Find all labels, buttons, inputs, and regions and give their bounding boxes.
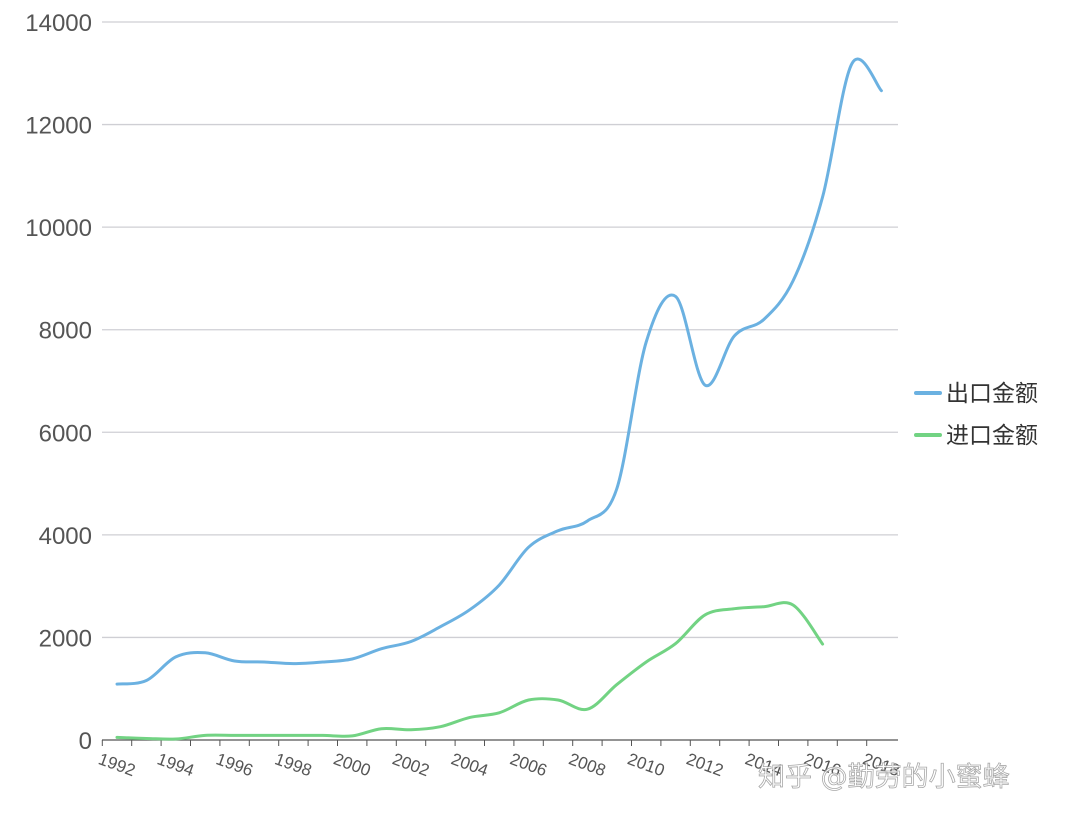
legend-label-2: 进口金额	[946, 423, 1038, 449]
x-tick-label: 2010	[625, 749, 667, 780]
series-line-1	[115, 57, 883, 686]
y-tick-label: 12000	[25, 113, 92, 140]
y-tick-label: 10000	[25, 215, 92, 242]
gridlines	[102, 21, 898, 639]
series-lines	[115, 57, 883, 741]
watermark: 知乎 @勤劳的小蜜蜂	[758, 762, 1010, 793]
x-tick-label: 1996	[213, 749, 255, 780]
x-tick-label: 2008	[566, 749, 608, 780]
x-tick-label: 1994	[155, 749, 197, 780]
x-tick-label: 1992	[96, 749, 138, 780]
legend-label-1: 出口金额	[946, 381, 1038, 407]
y-tick-label: 2000	[39, 625, 92, 652]
y-axis: 0 2000 4000 6000 8000 10000 12000 14000	[25, 10, 92, 755]
y-tick-label: 14000	[25, 10, 92, 37]
x-tick-label: 2006	[507, 749, 549, 780]
y-tick-label: 6000	[39, 420, 92, 447]
x-tick-label: 1998	[272, 749, 314, 780]
y-tick-label: 0	[79, 728, 92, 755]
x-tick-label: 2012	[684, 749, 726, 780]
x-tick-label: 2004	[449, 749, 491, 780]
x-tick-label: 2000	[331, 749, 373, 780]
y-tick-label: 4000	[39, 523, 92, 550]
y-tick-label: 8000	[39, 318, 92, 345]
series-line-2	[115, 601, 825, 741]
x-tick-label: 2002	[390, 749, 432, 780]
